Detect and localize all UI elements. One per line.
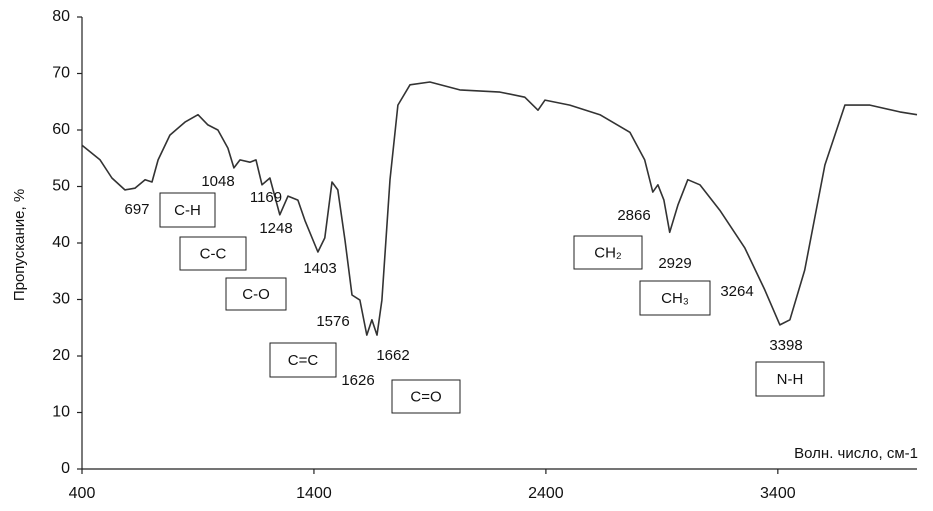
y-tick-label: 20 <box>52 347 70 364</box>
peak-label: 697 <box>124 201 149 218</box>
x-tick-label: 400 <box>69 485 96 502</box>
peak-label: 3398 <box>769 337 802 354</box>
peak-label: 2929 <box>658 255 691 272</box>
peak-label: 1662 <box>376 347 409 364</box>
y-tick-label: 30 <box>52 291 70 308</box>
y-tick-label: 10 <box>52 404 70 421</box>
group-box <box>269 342 337 378</box>
peak-label: 3264 <box>720 283 753 300</box>
group-label: N-H <box>777 371 804 388</box>
y-axis-label: Пропускание, % <box>11 189 28 301</box>
peak-label: 1626 <box>341 372 374 389</box>
group-box <box>179 236 247 271</box>
group-label: C-O <box>242 286 270 303</box>
group-label: C-C <box>200 245 227 262</box>
spectrum-line <box>81 81 918 336</box>
y-tick-label: 80 <box>52 8 70 25</box>
x-tick-label: 3400 <box>760 485 796 502</box>
peak-label: 2866 <box>617 207 650 224</box>
group-box <box>391 379 461 414</box>
peak-label: 1048 <box>201 173 234 190</box>
group-label: CH₂ <box>594 244 622 261</box>
peak-label: 1403 <box>303 260 336 277</box>
y-tick-label: 40 <box>52 234 70 251</box>
y-tick-label: 70 <box>52 65 70 82</box>
x-tick-label: 2400 <box>528 485 564 502</box>
group-label: C=C <box>288 352 319 369</box>
group-box <box>225 277 287 311</box>
group-box <box>159 192 216 228</box>
group-label: CH₃ <box>661 290 689 307</box>
y-tick-label: 60 <box>52 121 70 138</box>
peak-label: 1248 <box>259 220 292 237</box>
peak-label: 1169 <box>250 189 282 206</box>
x-tick-label: 1400 <box>296 485 332 502</box>
group-label: C-H <box>174 202 201 219</box>
x-axis-label: Волн. число, см-1 <box>794 445 918 462</box>
peak-label: 1576 <box>316 313 349 330</box>
group-box <box>755 361 825 397</box>
group-box <box>573 235 643 270</box>
y-tick-label: 50 <box>52 178 70 195</box>
y-tick-label: 0 <box>61 460 70 477</box>
group-box <box>639 280 711 316</box>
group-label: C=O <box>410 388 441 405</box>
